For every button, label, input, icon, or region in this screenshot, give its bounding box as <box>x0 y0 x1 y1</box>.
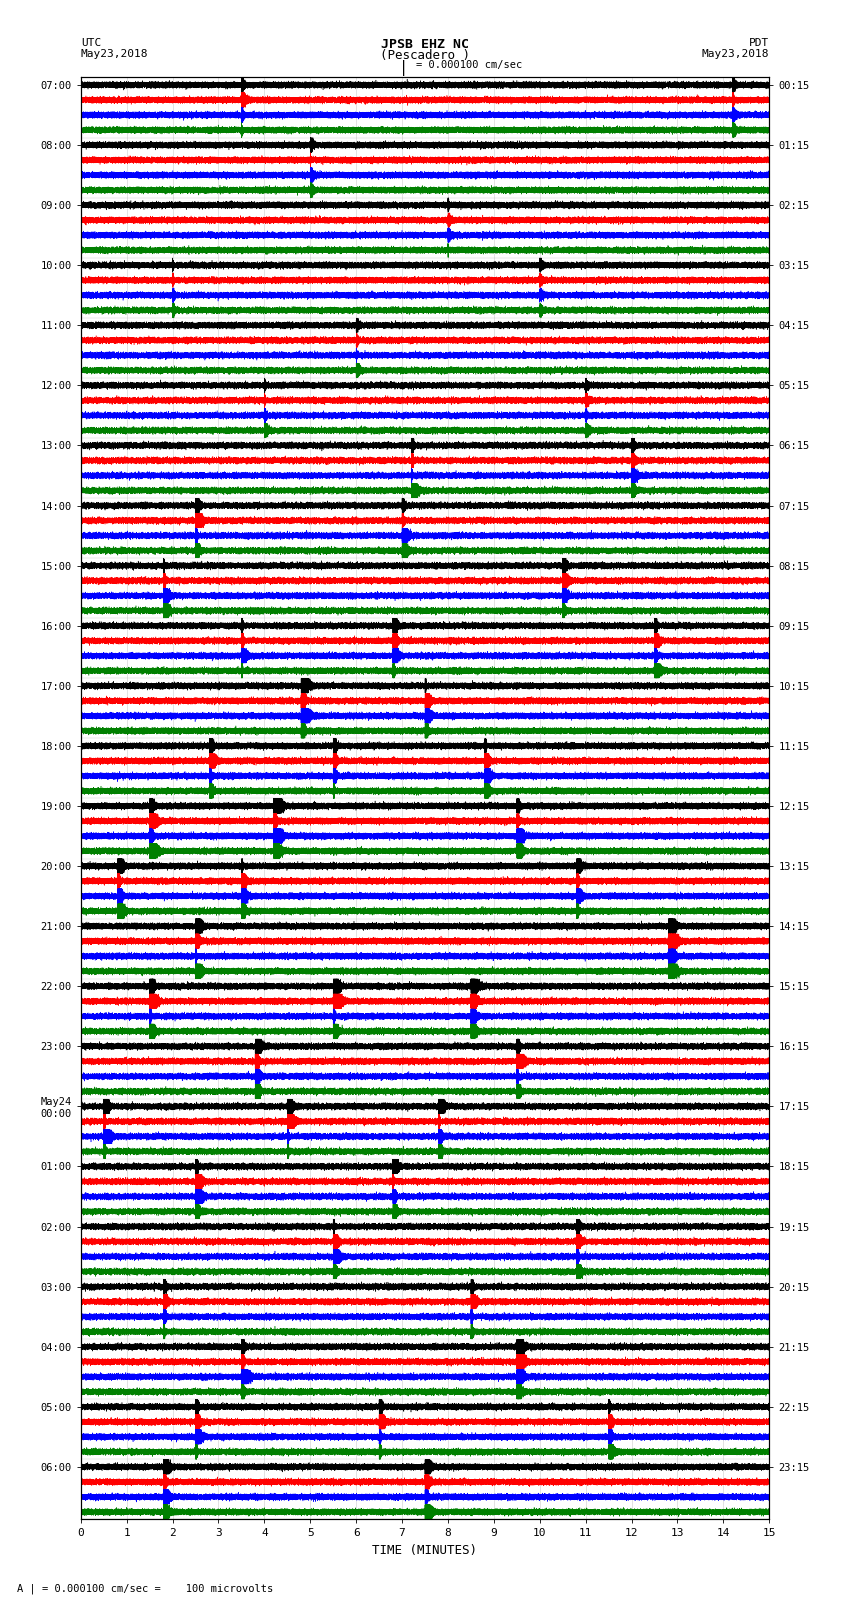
Text: = 0.000100 cm/sec: = 0.000100 cm/sec <box>416 60 523 71</box>
Text: (Pescadero ): (Pescadero ) <box>380 50 470 63</box>
Text: May23,2018: May23,2018 <box>702 50 769 60</box>
Text: JPSB EHZ NC: JPSB EHZ NC <box>381 37 469 52</box>
Text: A | = 0.000100 cm/sec =    100 microvolts: A | = 0.000100 cm/sec = 100 microvolts <box>17 1582 273 1594</box>
Text: |: | <box>400 60 408 76</box>
X-axis label: TIME (MINUTES): TIME (MINUTES) <box>372 1544 478 1557</box>
Text: PDT: PDT <box>749 37 769 48</box>
Text: UTC: UTC <box>81 37 101 48</box>
Text: May23,2018: May23,2018 <box>81 50 148 60</box>
